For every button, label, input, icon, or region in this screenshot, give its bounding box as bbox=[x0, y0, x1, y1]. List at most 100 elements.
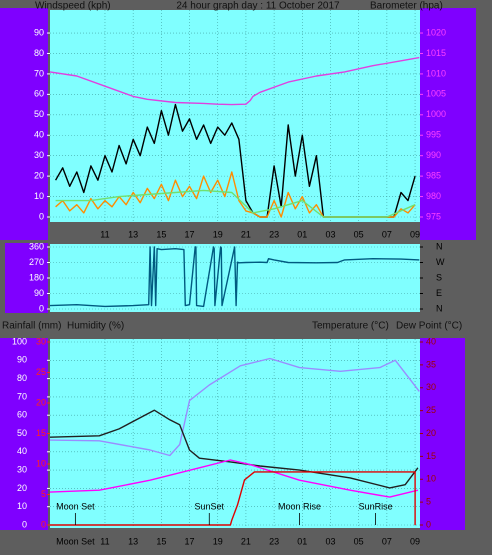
y2-tick-label: 1005 bbox=[426, 89, 446, 99]
annotation: Moon Rise bbox=[278, 501, 321, 511]
x-tick-label: 13 bbox=[128, 229, 138, 239]
y3-tick-label: 10 bbox=[36, 458, 46, 468]
annotation: SunRise bbox=[359, 501, 393, 511]
x-tick-label: 03 bbox=[325, 229, 335, 239]
y-tick-label: 40 bbox=[17, 446, 27, 456]
series-line bbox=[49, 409, 419, 489]
x-tick-label: 17 bbox=[185, 229, 195, 239]
y-tick-label: 10 bbox=[17, 501, 27, 511]
y-tick-label: 90 bbox=[34, 27, 44, 37]
x-tick-label: 13 bbox=[128, 536, 138, 546]
axis-band bbox=[0, 338, 48, 530]
y-tick-label: 70 bbox=[17, 391, 27, 401]
series-line bbox=[49, 357, 420, 457]
series-line bbox=[50, 471, 416, 526]
y2-tick-label: S bbox=[436, 272, 442, 282]
x-tick-label: 05 bbox=[354, 536, 364, 546]
x-tick-label: 03 bbox=[325, 536, 335, 546]
axis-label: Dew Point (°C) bbox=[396, 321, 462, 332]
y-tick-label: 180 bbox=[29, 272, 44, 282]
x-tick-label: 17 bbox=[185, 536, 195, 546]
y3-tick-label: 30 bbox=[36, 336, 46, 346]
y2-tick-label: 15 bbox=[426, 451, 436, 461]
x-tick-label: 21 bbox=[241, 536, 251, 546]
y2-tick-label: 0 bbox=[426, 519, 431, 529]
y3-tick-label: 5 bbox=[41, 489, 46, 499]
y2-tick-label: 985 bbox=[426, 170, 441, 180]
y-tick-label: 80 bbox=[17, 373, 27, 383]
y2-tick-label: 35 bbox=[426, 359, 436, 369]
y-tick-label: 40 bbox=[34, 130, 44, 140]
annotation: Moon Set bbox=[56, 501, 95, 511]
axis-label: Rainfall (mm) bbox=[2, 321, 61, 332]
y2-tick-label: W bbox=[436, 257, 445, 267]
axis-label: Windspeed (kph) bbox=[35, 1, 111, 12]
y-tick-label: 30 bbox=[34, 150, 44, 160]
x-tick-label: 09 bbox=[410, 536, 420, 546]
x-tick-label: 01 bbox=[297, 229, 307, 239]
y-tick-label: 60 bbox=[17, 410, 27, 420]
x-tick-label: 07 bbox=[382, 536, 392, 546]
x-tick-label: 05 bbox=[354, 229, 364, 239]
y2-tick-label: 980 bbox=[426, 191, 441, 201]
x-tick-label: 11 bbox=[100, 229, 109, 239]
y2-tick-label: 30 bbox=[426, 382, 436, 392]
plot-area bbox=[50, 339, 420, 528]
axis-band bbox=[420, 338, 465, 530]
x-tick-label: 23 bbox=[269, 229, 279, 239]
y-tick-label: 0 bbox=[22, 519, 27, 529]
x-tick-label: 15 bbox=[156, 536, 166, 546]
y-tick-label: 20 bbox=[34, 170, 44, 180]
y2-tick-label: 1020 bbox=[426, 27, 446, 37]
axis-annotation: Moon Set bbox=[56, 536, 95, 546]
series-line bbox=[55, 189, 416, 218]
axis-band bbox=[5, 243, 48, 313]
y2-tick-label: 995 bbox=[426, 130, 441, 140]
x-tick-label: 21 bbox=[241, 229, 251, 239]
y2-tick-label: 1000 bbox=[426, 109, 446, 119]
y-tick-label: 80 bbox=[34, 48, 44, 58]
y-tick-label: 20 bbox=[17, 483, 27, 493]
x-tick-label: 19 bbox=[213, 536, 223, 546]
axis-label: Humidity (%) bbox=[67, 321, 124, 332]
axis-band bbox=[420, 8, 476, 240]
y-tick-label: 30 bbox=[17, 464, 27, 474]
x-tick-label: 15 bbox=[156, 229, 166, 239]
y2-tick-label: 10 bbox=[426, 474, 436, 484]
y-tick-label: 10 bbox=[34, 191, 44, 201]
y3-tick-label: 0 bbox=[41, 519, 46, 529]
y2-tick-label: 40 bbox=[426, 336, 436, 346]
y2-tick-label: 5 bbox=[426, 497, 431, 507]
y-tick-label: 70 bbox=[34, 68, 44, 78]
y2-tick-label: N bbox=[436, 303, 443, 313]
y-tick-label: 60 bbox=[34, 89, 44, 99]
y-tick-label: 270 bbox=[29, 257, 44, 267]
x-tick-label: 09 bbox=[410, 229, 420, 239]
y3-tick-label: 20 bbox=[36, 397, 46, 407]
y-tick-label: 90 bbox=[17, 355, 27, 365]
x-tick-label: 19 bbox=[213, 229, 223, 239]
x-tick-label: 07 bbox=[382, 229, 392, 239]
y-tick-label: 50 bbox=[17, 428, 27, 438]
series-line bbox=[49, 459, 419, 498]
axis-label: Temperature (°C) bbox=[312, 321, 389, 332]
y2-tick-label: 990 bbox=[426, 150, 441, 160]
y-tick-label: 90 bbox=[34, 288, 44, 298]
series-line bbox=[49, 56, 420, 106]
chart-title: 24 hour graph day : 11 October 2017 bbox=[176, 1, 340, 12]
x-tick-label: 11 bbox=[100, 536, 109, 546]
annotation: SunSet bbox=[195, 501, 225, 511]
y3-tick-label: 25 bbox=[36, 367, 46, 377]
y-tick-label: 0 bbox=[39, 211, 44, 221]
y-tick-label: 0 bbox=[39, 303, 44, 313]
y2-tick-label: E bbox=[436, 288, 442, 298]
y2-tick-label: 25 bbox=[426, 405, 436, 415]
axis-band bbox=[0, 8, 48, 240]
y2-tick-label: 1015 bbox=[426, 48, 446, 58]
y-tick-label: 50 bbox=[34, 109, 44, 119]
y2-tick-label: N bbox=[436, 241, 443, 251]
series-line bbox=[49, 246, 420, 308]
plot-area bbox=[50, 10, 420, 222]
